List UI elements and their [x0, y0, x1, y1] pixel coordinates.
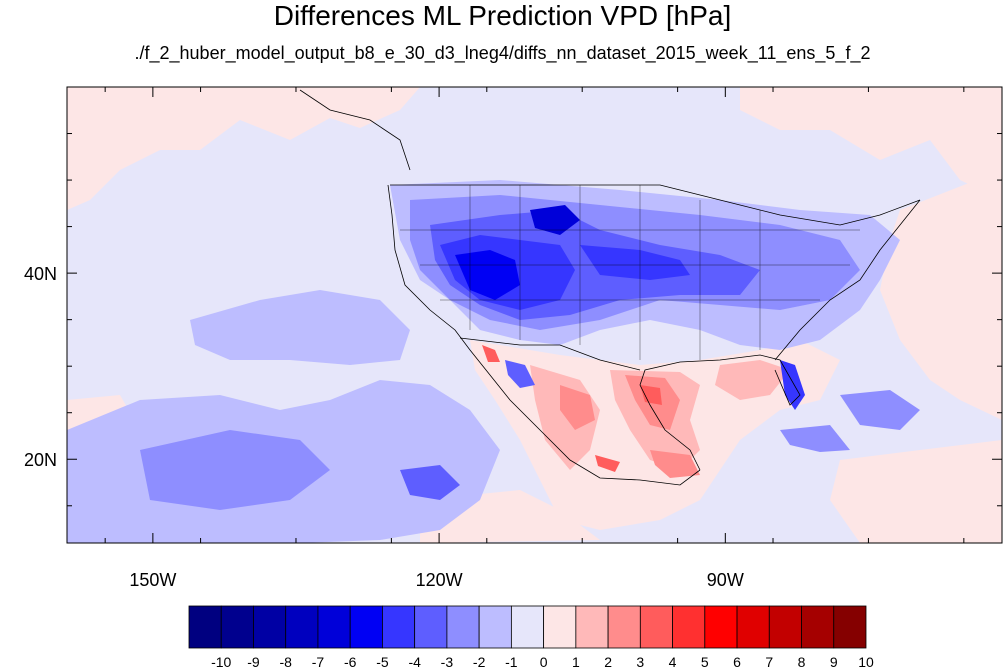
colorbar-swatch — [639, 605, 673, 649]
map-subtitle: ./f_2_huber_model_output_b8_e_30_d3_lneg… — [134, 43, 871, 63]
colorbar-swatch — [188, 605, 222, 649]
positive-region-northwest — [67, 87, 420, 210]
colorbar-label: -10 — [211, 654, 231, 670]
colorbar-label: 8 — [798, 654, 806, 670]
colorbar-swatch — [220, 605, 254, 649]
colorbar-label: 4 — [669, 654, 677, 670]
coast-west — [387, 184, 701, 486]
colorbar-swatch — [801, 605, 835, 649]
axis-ticks: 150W 120W 90W 40N 20N — [24, 87, 1002, 590]
positive-region-southmex — [595, 455, 620, 472]
colorbar-swatch — [317, 605, 351, 649]
colorbar-swatch — [478, 605, 512, 649]
coast-alaska — [299, 89, 411, 171]
colorbar-label: -6 — [344, 654, 357, 670]
colorbar-swatch — [510, 605, 545, 649]
colorbar-label: 3 — [636, 654, 644, 670]
positive-region-mexico-core — [530, 365, 600, 470]
positive-region-southeast — [715, 360, 790, 400]
colorbar-swatch — [704, 605, 738, 649]
colorbar-label: -7 — [312, 654, 325, 670]
positive-region-caribbean — [830, 440, 1002, 543]
colorbar-label: 9 — [830, 654, 838, 670]
plot-frame — [66, 86, 1003, 544]
negative-region-pacific-mid — [190, 290, 410, 365]
colorbar-swatch — [607, 605, 641, 649]
x-tick-label: 90W — [707, 570, 744, 590]
y-tick-label: 40N — [24, 264, 57, 284]
negative-region-baja — [505, 360, 535, 388]
colorbar-swatch — [253, 605, 287, 649]
coast-gulf — [639, 354, 801, 471]
colorbar-label: 10 — [858, 654, 874, 670]
colorbar-label: 5 — [701, 654, 709, 670]
negative-region-caribbean-east — [840, 390, 920, 430]
plot-area — [67, 87, 1002, 543]
colorbar-swatch — [285, 605, 319, 649]
colorbar-swatch — [349, 605, 383, 649]
negative-region-rockies — [530, 205, 580, 235]
colorbar-swatch — [446, 605, 480, 649]
colorbar-swatch — [672, 605, 706, 649]
negative-region-florida — [780, 360, 805, 410]
positive-region-baja — [482, 345, 500, 362]
negative-anomaly-regions — [67, 180, 920, 543]
colorbar-swatch — [768, 605, 802, 649]
state-grid-v — [469, 185, 761, 360]
x-tick-label: 150W — [129, 570, 176, 590]
coastlines — [299, 89, 921, 486]
colorbar-label: -8 — [279, 654, 292, 670]
colorbar-label: 2 — [604, 654, 612, 670]
negative-region-plains — [580, 245, 690, 280]
colorbar-label: 7 — [765, 654, 773, 670]
colorbar-label: -9 — [247, 654, 260, 670]
negative-region-pacific-core — [400, 465, 460, 500]
coast-east — [774, 199, 921, 361]
colorbar-swatch — [575, 605, 609, 649]
colorbar-swatch — [736, 605, 770, 649]
positive-region-east — [880, 170, 1002, 420]
state-borders — [400, 185, 860, 360]
colorbar-label: -2 — [473, 654, 486, 670]
colorbar-swatch — [382, 605, 416, 649]
positive-region-yucatan — [650, 450, 700, 478]
negative-region-west-deep — [455, 250, 520, 300]
positive-region-northeast — [740, 87, 1002, 200]
positive-region-gulf-core — [640, 385, 662, 405]
state-grid-h — [400, 229, 860, 301]
colorbar-label: -5 — [376, 654, 389, 670]
colorbar-label: 6 — [733, 654, 741, 670]
colorbar-label: -1 — [505, 654, 518, 670]
positive-region-mexico-strong — [560, 385, 595, 430]
border-mexico — [459, 337, 641, 371]
colorbar-label: 0 — [540, 654, 548, 670]
y-tick-label: 20N — [24, 450, 57, 470]
negative-region-pacific-inner — [140, 430, 330, 510]
colorbar-swatch — [414, 605, 448, 649]
colorbar: -10 -9 -8 -7 -6 -5 -4 -3 -2 -1 0 1 2 3 4 5 6 7 8 9 10 — [188, 605, 874, 670]
x-tick-label: 120W — [416, 570, 463, 590]
colorbar-label: -3 — [441, 654, 454, 670]
colorbar-label: -4 — [408, 654, 421, 670]
map-title: Differences ML Prediction VPD [hPa] — [273, 0, 732, 31]
negative-region-cuba — [780, 425, 850, 452]
colorbar-label: 1 — [572, 654, 580, 670]
colorbar-swatch — [833, 605, 867, 649]
colorbar-swatch — [543, 605, 577, 649]
